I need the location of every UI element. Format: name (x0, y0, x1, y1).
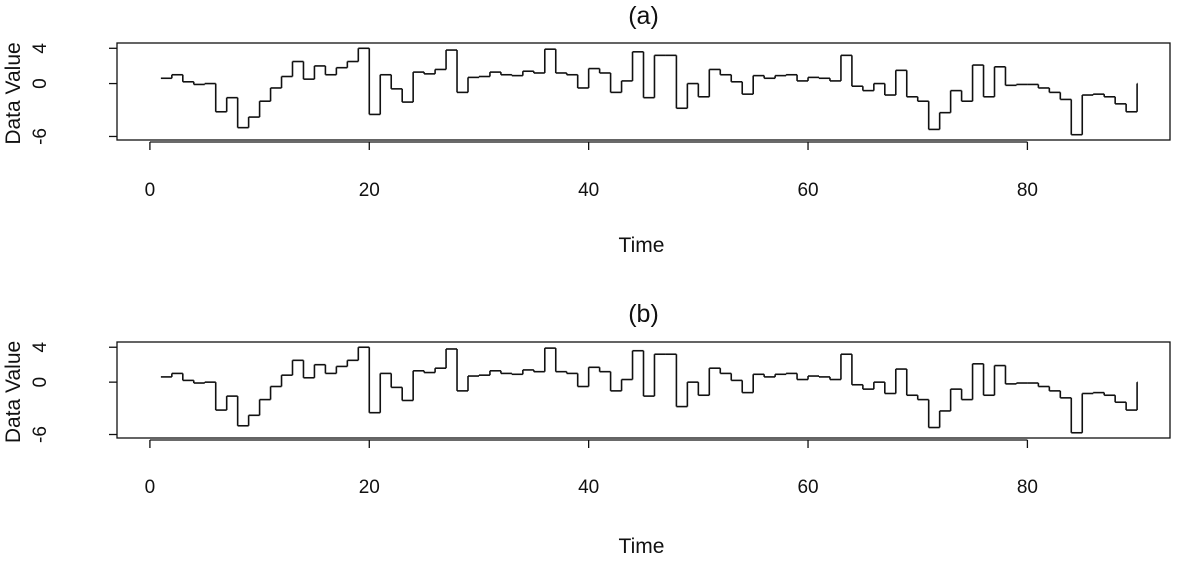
y-tick-label: 0 (30, 78, 51, 89)
x-tick-label: 20 (359, 477, 380, 498)
x-tick-label: 60 (797, 180, 818, 201)
panel-title: (b) (628, 300, 659, 328)
y-tick-label: -6 (30, 426, 51, 443)
x-tick-label: 0 (145, 180, 156, 201)
x-tick-label: 60 (797, 477, 818, 498)
y-tick-label: 4 (30, 342, 51, 353)
plot-frame (116, 341, 1171, 439)
x-tick-label: 40 (578, 180, 599, 201)
x-tick-label: 80 (1017, 477, 1038, 498)
y-axis-title: Data Value (2, 341, 25, 443)
x-tick-label: 80 (1017, 180, 1038, 201)
y-axis-title: Data Value (2, 42, 25, 144)
x-tick-label: 40 (578, 477, 599, 498)
plot-frame (116, 42, 1171, 141)
y-tick-label: 4 (30, 43, 51, 54)
x-tick-label: 0 (145, 477, 156, 498)
y-tick-label: 0 (30, 377, 51, 388)
x-axis-title: Time (619, 535, 665, 558)
x-axis-title: Time (619, 234, 665, 257)
series-step-line (160, 47, 1138, 136)
y-tick-label: -6 (30, 128, 51, 145)
x-tick-label: 20 (359, 180, 380, 201)
panel-title: (a) (628, 2, 659, 30)
series-step-line (160, 346, 1138, 434)
